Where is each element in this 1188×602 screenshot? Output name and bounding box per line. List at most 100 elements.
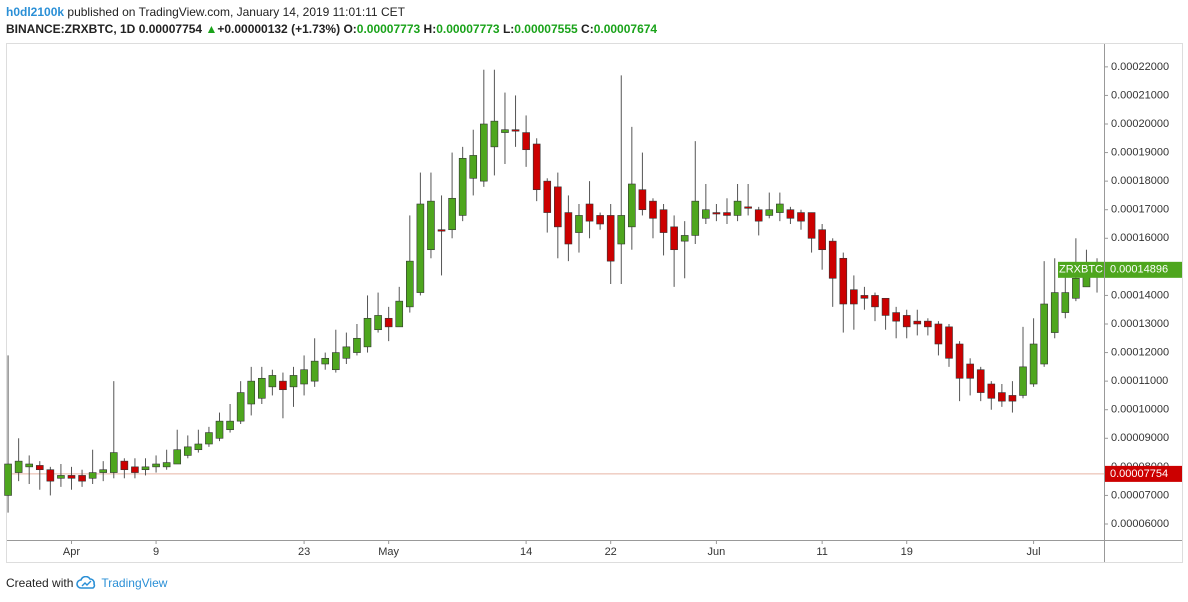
candle-body <box>289 375 298 388</box>
candle-body <box>46 469 55 482</box>
candle-body <box>924 320 932 328</box>
candle-body <box>575 215 583 233</box>
y-tick-label: 0.00016000 <box>1111 232 1169 244</box>
candle-body <box>511 129 520 132</box>
candle-body <box>628 183 636 228</box>
candle-body <box>987 383 996 399</box>
candle-body <box>279 380 287 391</box>
candle-body <box>469 155 478 179</box>
candle-body <box>776 203 784 213</box>
x-tick-label: Jun <box>708 546 726 558</box>
candle-body <box>300 369 308 385</box>
candle-body <box>257 377 266 399</box>
ohlc-line: BINANCE:ZRXBTC, 1D 0.00007754 ▲+0.000001… <box>6 21 657 38</box>
created-with: Created with <box>6 576 74 590</box>
candle-body <box>966 363 974 379</box>
candle-body <box>1008 395 1017 402</box>
candle-body <box>353 337 361 353</box>
candle-body <box>850 289 858 305</box>
candle-body <box>702 209 710 219</box>
candle-body <box>828 240 837 279</box>
price-line-label: 0.00007754 <box>1110 468 1168 480</box>
symbol-tag-label: ZRXBTC <box>1059 264 1103 276</box>
candle-body <box>649 200 657 219</box>
candle-body <box>522 132 530 151</box>
frame <box>6 43 1183 563</box>
c-value: 0.00007674 <box>593 22 658 36</box>
candle-body <box>268 375 277 388</box>
candle-body <box>1029 343 1038 385</box>
x-tick-label: 9 <box>153 546 159 558</box>
y-tick-label: 0.00007000 <box>1111 489 1169 501</box>
candle-body <box>57 475 65 479</box>
candle-body <box>998 392 1006 402</box>
x-tick-label: Apr <box>63 546 80 558</box>
candle-body <box>786 209 795 219</box>
candle-body <box>1072 277 1080 299</box>
candle-body <box>321 357 330 365</box>
candle-body <box>384 317 393 328</box>
candle-body <box>913 320 922 325</box>
x-tick-label: May <box>378 546 399 558</box>
candle-body <box>1061 292 1070 313</box>
y-tick-label: 0.00010000 <box>1111 404 1169 416</box>
y-tick-label: 0.00014000 <box>1111 289 1169 301</box>
published: published on TradingView.com, January 14… <box>67 5 405 19</box>
logo[interactable] <box>76 576 98 590</box>
candle-body <box>955 343 964 379</box>
candle-body <box>310 360 319 382</box>
brand[interactable]: TradingView <box>101 576 168 590</box>
candle-body <box>744 206 752 209</box>
candle-body <box>733 200 742 216</box>
candle-body <box>67 475 76 479</box>
last-price-tag <box>1105 261 1182 278</box>
candle-body <box>236 392 245 422</box>
candle-body <box>596 215 604 225</box>
header: h0dl2100k published on TradingView.com, … <box>6 4 657 38</box>
candle-body <box>374 315 382 331</box>
candle-body <box>902 315 911 328</box>
candle-body <box>480 123 488 182</box>
footer: Created with TradingView <box>6 576 167 590</box>
candle-body <box>881 297 890 316</box>
h-value: 0.00007773 <box>436 22 500 36</box>
y-tick-label: 0.00006000 <box>1111 518 1169 530</box>
last-price-label: 0.00014896 <box>1110 264 1168 276</box>
candle-body <box>205 432 213 445</box>
candle-body <box>215 420 224 439</box>
candle-body <box>416 203 425 293</box>
candle-body <box>78 475 86 482</box>
candle-body <box>712 212 721 215</box>
candle-body <box>332 352 340 371</box>
y-tick-label: 0.00011000 <box>1111 375 1168 387</box>
candle-body <box>25 463 34 468</box>
candle-body <box>765 209 774 216</box>
candle-body <box>226 420 234 431</box>
candle-body <box>659 209 668 233</box>
candle-body <box>1019 366 1027 396</box>
candle-body <box>363 317 372 348</box>
candle-body <box>458 157 467 216</box>
symbol: BINANCE:ZRXBTC, 1D <box>6 22 136 36</box>
candle-body <box>945 326 953 359</box>
candle-body <box>892 312 900 322</box>
candle-body <box>638 189 647 211</box>
h-label: H: <box>423 22 437 36</box>
candle-body <box>173 449 182 465</box>
candle-body <box>691 200 700 236</box>
candle-body <box>585 203 594 222</box>
price-line-tag <box>1105 465 1182 482</box>
candle-body <box>807 212 816 239</box>
candle-body <box>395 300 404 328</box>
x-tick-label: 23 <box>298 546 310 558</box>
candle-body <box>141 466 150 471</box>
y-tick-label: 0.00012000 <box>1111 346 1169 358</box>
y-tick-label: 0.00022000 <box>1111 61 1169 73</box>
candle-body <box>564 212 573 245</box>
candle-body <box>406 260 414 308</box>
candle-body <box>934 323 943 345</box>
author[interactable]: h0dl2100k <box>6 5 65 19</box>
candle-body <box>14 460 23 473</box>
candle-body <box>532 143 541 191</box>
